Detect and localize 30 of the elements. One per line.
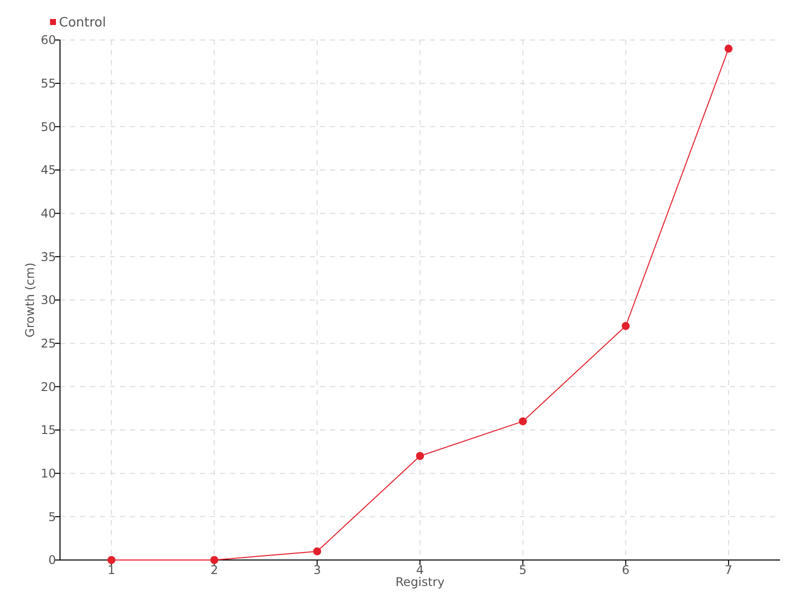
point: [518, 417, 527, 426]
x-tick-label: 6: [622, 563, 630, 577]
y-tick-label: 0: [48, 553, 56, 568]
x-tick-label: 7: [724, 563, 732, 577]
y-axis-title: Growth (cm): [23, 262, 37, 338]
y-tick-label: 35: [40, 250, 56, 264]
y-tick-label: 20: [40, 380, 56, 394]
y-tick-label: 30: [40, 293, 56, 308]
y-tick-label: 15: [40, 423, 56, 438]
y-tick-label: 55: [40, 76, 56, 91]
x-tick-label: 2: [210, 563, 218, 577]
y-tick-label: 50: [40, 120, 56, 134]
point: [313, 547, 322, 556]
y-tick-label: 10: [40, 466, 56, 481]
x-tick-label: 1: [108, 563, 116, 577]
y-tick-label: 25: [40, 336, 56, 351]
y-tick-label: 5: [48, 510, 56, 524]
x-tick-label: 3: [313, 563, 321, 577]
legend-label: Control: [59, 16, 106, 31]
point: [622, 322, 630, 330]
point: [416, 452, 424, 460]
x-axis-title: Registry: [395, 575, 445, 589]
x-tick-label: 4: [416, 563, 424, 577]
y-tick-label: 45: [40, 163, 56, 178]
x-tick-label: 5: [519, 563, 527, 577]
point: [724, 44, 733, 53]
point: [107, 556, 116, 564]
y-tick-label: 60: [40, 33, 56, 48]
y-tick-label: 40: [40, 206, 56, 221]
point: [210, 556, 218, 564]
